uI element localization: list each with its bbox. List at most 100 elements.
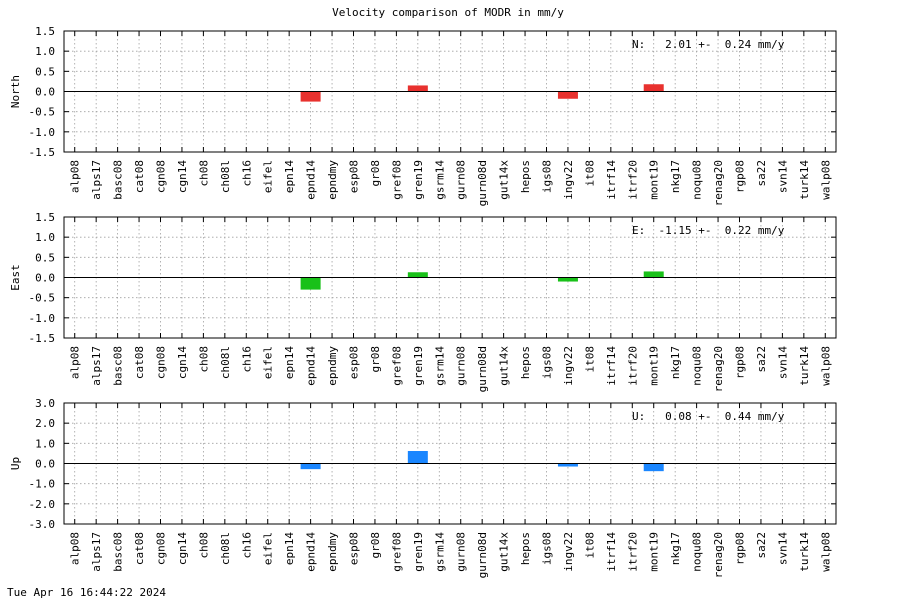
x-tick-label: rgp08 xyxy=(734,160,747,193)
x-tick-label: epndmy xyxy=(326,346,339,386)
x-tick-label: gut14x xyxy=(498,532,511,572)
timestamp-footer: Tue Apr 16 16:44:22 2024 xyxy=(7,586,166,599)
x-tick-label: ch16 xyxy=(240,160,253,187)
chart-title: Velocity comparison of MODR in mm/y xyxy=(332,6,564,19)
x-tick-label: svn14 xyxy=(776,346,789,379)
x-tick-label: renag20 xyxy=(712,532,725,578)
x-tick-label: esp08 xyxy=(348,346,361,379)
y-tick-label: 2.0 xyxy=(35,417,55,430)
x-tick-label: cgn14 xyxy=(176,160,189,193)
y-axis-label: Up xyxy=(9,457,22,470)
x-tick-label: turk14 xyxy=(798,346,811,386)
x-tick-label: basc08 xyxy=(112,160,125,200)
x-tick-label: noqu08 xyxy=(691,346,704,386)
bar-epnd14 xyxy=(300,463,321,470)
x-tick-label: eifel xyxy=(262,346,275,379)
x-tick-label: gref08 xyxy=(390,160,403,200)
bar-epnd14 xyxy=(300,277,321,290)
x-tick-label: mont19 xyxy=(648,346,661,386)
x-tick-label: ch08l xyxy=(219,160,232,193)
bar-ingv22 xyxy=(557,277,578,282)
x-tick-label: ch16 xyxy=(240,346,253,373)
x-tick-label: cgn08 xyxy=(155,346,168,379)
x-tick-label: gr08 xyxy=(369,160,382,187)
x-tick-label: gsrm14 xyxy=(433,160,446,200)
x-tick-label: cgn08 xyxy=(155,160,168,193)
x-tick-label: ingv22 xyxy=(562,346,575,386)
x-tick-label: gurn08 xyxy=(455,532,468,572)
x-tick-label: gref08 xyxy=(390,346,403,386)
y-tick-label: -1.0 xyxy=(29,126,56,139)
x-tick-label: noqu08 xyxy=(691,160,704,200)
x-tick-label: ch08 xyxy=(197,532,210,559)
y-tick-label: 1.5 xyxy=(35,211,55,224)
x-tick-label: cat08 xyxy=(133,346,146,379)
y-tick-label: -1.5 xyxy=(29,146,56,159)
x-tick-label: eifel xyxy=(262,532,275,565)
bar-ingv22 xyxy=(557,91,578,99)
x-tick-label: esp08 xyxy=(348,532,361,565)
y-tick-label: -1.5 xyxy=(29,332,56,345)
y-tick-label: -1.0 xyxy=(29,312,56,325)
x-tick-label: eifel xyxy=(262,160,275,193)
x-tick-label: gren19 xyxy=(412,532,425,572)
y-tick-label: 1.0 xyxy=(35,437,55,450)
x-tick-label: igs08 xyxy=(541,346,554,379)
x-tick-label: epndmy xyxy=(326,160,339,200)
y-tick-label: 0.0 xyxy=(35,272,55,285)
x-tick-label: epndmy xyxy=(326,532,339,572)
x-tick-label: gurn08 xyxy=(455,346,468,386)
x-tick-label: itrf20 xyxy=(626,346,639,386)
x-tick-label: alps17 xyxy=(90,160,103,200)
x-tick-label: gr08 xyxy=(369,346,382,373)
bar-epnd14 xyxy=(300,91,321,102)
x-tick-label: hepos xyxy=(519,160,532,193)
x-tick-label: ch08l xyxy=(219,532,232,565)
x-tick-label: ch08 xyxy=(197,346,210,373)
y-tick-label: -2.0 xyxy=(29,498,56,511)
x-tick-label: epn14 xyxy=(283,532,296,565)
x-tick-label: gsrm14 xyxy=(433,532,446,572)
bar-mont19 xyxy=(643,84,664,92)
x-tick-label: basc08 xyxy=(112,532,125,572)
y-tick-label: 1.0 xyxy=(35,231,55,244)
x-tick-label: alps17 xyxy=(90,346,103,386)
y-axis-label: North xyxy=(9,75,22,108)
y-axis-label: East xyxy=(9,264,22,291)
x-tick-label: sa22 xyxy=(755,160,768,187)
x-tick-label: alp08 xyxy=(69,532,82,565)
x-tick-label: it08 xyxy=(583,160,596,187)
x-tick-label: turk14 xyxy=(798,160,811,200)
x-tick-label: nkg17 xyxy=(669,160,682,193)
x-tick-label: renag20 xyxy=(712,346,725,392)
east-panel: 1.5 1.0 0.5 0.0 -0.5 -1.0 -1.5 East E: -1.15 +- … xyxy=(9,211,837,392)
y-tick-label: 0.0 xyxy=(35,458,55,471)
x-tick-label: alp08 xyxy=(69,346,82,379)
x-tick-label: nkg17 xyxy=(669,346,682,379)
x-tick-label: rgp08 xyxy=(734,346,747,379)
x-tick-label: gsrm14 xyxy=(433,346,446,386)
y-tick-label: 0.5 xyxy=(35,251,55,264)
x-tick-label: ch08 xyxy=(197,160,210,187)
x-tick-label: gren19 xyxy=(412,346,425,386)
x-tick-label: walp08 xyxy=(819,346,832,386)
y-tick-label: -0.5 xyxy=(29,292,56,305)
x-tick-label: epnd14 xyxy=(305,160,318,200)
x-tick-label: it08 xyxy=(583,346,596,373)
y-tick-label: 1.0 xyxy=(35,45,55,58)
x-tick-label: gut14x xyxy=(498,346,511,386)
x-tick-label: svn14 xyxy=(776,532,789,565)
x-tick-label: nkg17 xyxy=(669,532,682,565)
x-tick-label: gr08 xyxy=(369,532,382,559)
x-tick-label: gurn08 xyxy=(455,160,468,200)
bar-gren19 xyxy=(407,272,428,278)
x-tick-label: gut14x xyxy=(498,160,511,200)
y-tick-label: 0.5 xyxy=(35,65,55,78)
bar-gren19 xyxy=(407,85,428,92)
y-tick-label: -1.0 xyxy=(29,478,56,491)
x-tick-label: esp08 xyxy=(348,160,361,193)
x-tick-label: gren19 xyxy=(412,160,425,200)
x-tick-label: svn14 xyxy=(776,160,789,193)
x-tick-label: cat08 xyxy=(133,532,146,565)
